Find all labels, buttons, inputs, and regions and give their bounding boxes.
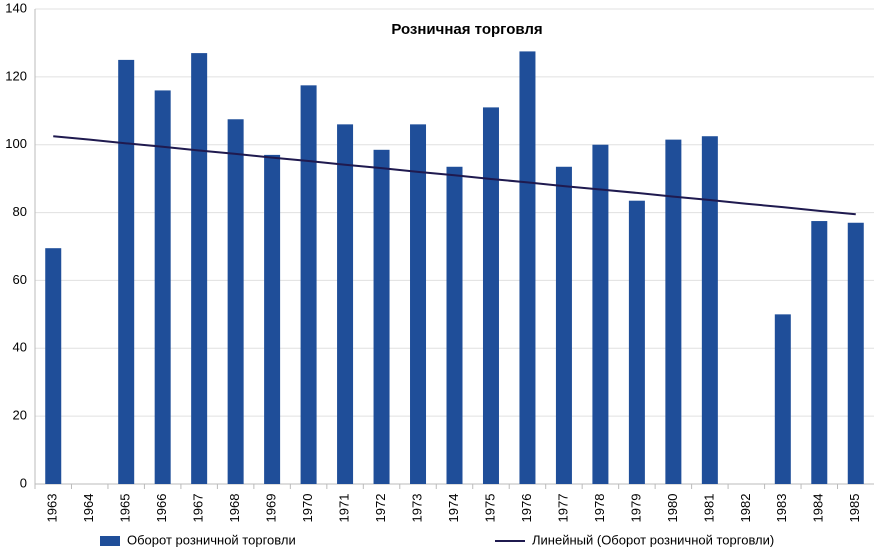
bar (555, 166, 572, 484)
x-tick-label: 1963 (45, 494, 60, 523)
x-tick-label: 1981 (701, 494, 716, 523)
trend-line (53, 135, 856, 216)
bar (592, 144, 609, 484)
legend-swatch (100, 536, 120, 546)
x-tick-label: 1965 (118, 494, 133, 523)
bar (847, 222, 864, 484)
bar (628, 200, 645, 485)
x-tick-label: 1983 (774, 494, 789, 523)
x-tick-label: 1972 (373, 494, 388, 523)
bar (665, 139, 682, 484)
y-tick-label: 20 (13, 408, 27, 423)
x-tick-label: 1970 (300, 494, 315, 523)
bar (118, 59, 135, 485)
bar (410, 124, 427, 484)
bar (191, 53, 208, 484)
legend-label: Оборот розничной торговли (127, 532, 296, 547)
legend-label: Линейный (Оборот розничной торговли) (532, 532, 774, 547)
x-tick-label: 1980 (665, 494, 680, 523)
x-tick-label: 1985 (847, 494, 862, 523)
bar (811, 221, 828, 484)
x-tick-label: 1971 (337, 494, 352, 523)
bar (264, 154, 281, 484)
bar (774, 314, 791, 484)
bar (227, 119, 244, 485)
y-tick-label: 60 (13, 272, 27, 287)
chart-title: Розничная торговля (391, 21, 542, 38)
y-tick-label: 40 (13, 340, 27, 355)
x-tick-label: 1967 (191, 494, 206, 523)
y-tick-label: 140 (5, 0, 27, 15)
x-tick-label: 1966 (154, 494, 169, 523)
bar (45, 248, 62, 484)
y-tick-label: 0 (20, 475, 27, 490)
y-tick-label: 80 (13, 204, 27, 219)
x-tick-label: 1975 (482, 494, 497, 523)
x-tick-label: 1984 (811, 494, 826, 523)
bar (519, 51, 536, 485)
bar (446, 166, 463, 484)
x-tick-label: 1976 (519, 494, 534, 523)
x-tick-label: 1979 (628, 494, 643, 523)
x-tick-label: 1968 (227, 494, 242, 523)
x-tick-label: 1977 (555, 494, 570, 523)
y-tick-label: 100 (5, 136, 27, 151)
bar (373, 149, 390, 484)
y-tick-label: 120 (5, 68, 27, 83)
x-tick-label: 1964 (81, 494, 96, 523)
x-tick-label: 1974 (446, 494, 461, 523)
bar (337, 124, 354, 484)
x-tick-label: 1969 (264, 494, 279, 523)
x-tick-label: 1978 (592, 494, 607, 523)
x-tick-label: 1973 (409, 494, 424, 523)
bar (154, 90, 171, 484)
x-tick-label: 1982 (738, 494, 753, 523)
bar (482, 107, 499, 485)
bar (701, 136, 718, 484)
bar (300, 85, 317, 484)
